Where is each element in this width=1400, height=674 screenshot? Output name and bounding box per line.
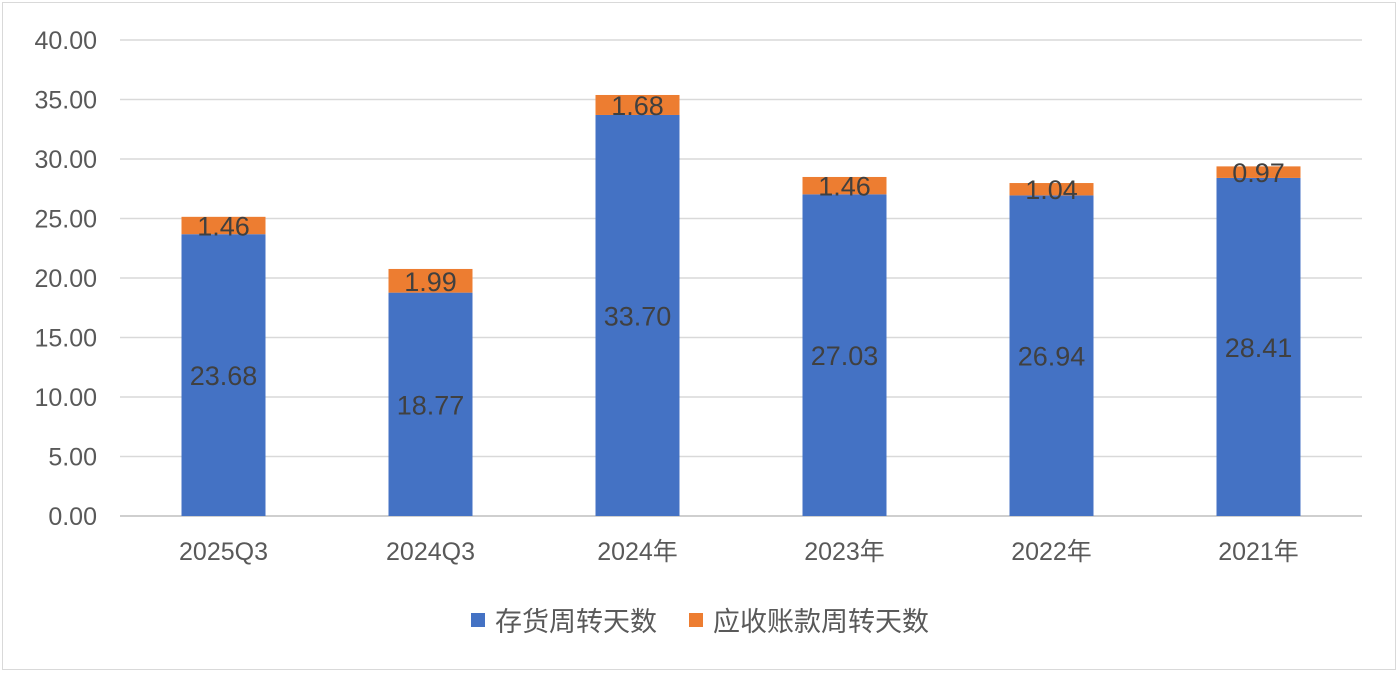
y-tick-label: 25.00: [34, 206, 97, 234]
bar-inventory-days: [388, 292, 473, 516]
x-tick-label: 2025Q3: [179, 538, 268, 566]
x-axis-ticks: 2025Q3 2024Q3 2024年 2023年 2022年 2021年: [179, 538, 1299, 566]
y-tick-label: 0.00: [48, 503, 97, 531]
y-tick-label: 35.00: [34, 87, 97, 115]
bar-receivable-days: [595, 94, 680, 115]
legend-swatch-inventory: [471, 612, 485, 627]
data-label-receivables: 1.99: [404, 267, 457, 297]
stacked-bar-chart: 0.00 5.00 10.00 15.00 20.00 25.00 30.00 35.00 40…: [34, 27, 1362, 566]
bar-inventory-days: [1216, 177, 1301, 516]
legend-item-inventory: 存货周转天数: [471, 600, 657, 639]
bar-receivable-days: [181, 216, 266, 235]
x-tick-label: 2024Q3: [386, 538, 475, 566]
legend-swatch-receivables: [689, 612, 703, 627]
bar-inventory-days: [1009, 195, 1094, 516]
x-tick-label: 2021年: [1218, 538, 1299, 566]
legend-label-receivables: 应收账款周转天数: [713, 607, 929, 638]
y-tick-label: 10.00: [34, 384, 97, 412]
data-label-receivables: 1.68: [611, 91, 664, 121]
data-label-inventory: 28.41: [1225, 333, 1293, 363]
x-tick-label: 2023年: [804, 538, 885, 566]
data-label-inventory: 23.68: [190, 361, 258, 391]
x-tick-label: 2024年: [597, 538, 678, 566]
gridlines: [120, 39, 1362, 517]
bar-inventory-days: [595, 114, 680, 516]
bars: [181, 94, 1301, 516]
data-label-receivables: 1.46: [197, 212, 250, 242]
y-axis-ticks: 0.00 5.00 10.00 15.00 20.00 25.00 30.00 35.00 40…: [34, 27, 97, 531]
bar-receivable-days: [1216, 166, 1301, 178]
data-label-inventory: 33.70: [604, 301, 672, 331]
legend-item-receivables: 应收账款周转天数: [689, 600, 929, 639]
y-tick-label: 15.00: [34, 325, 97, 353]
bar-inventory-days: [181, 234, 266, 516]
bar-receivable-days: [388, 268, 473, 293]
legend: 存货周转天数 应收账款周转天数: [0, 600, 1400, 639]
data-label-receivables: 1.46: [818, 172, 871, 202]
bar-receivable-days: [1009, 183, 1094, 196]
y-tick-label: 20.00: [34, 265, 97, 293]
data-label-inventory: 26.94: [1018, 342, 1086, 372]
data-label-inventory: 18.77: [397, 390, 465, 420]
data-label-receivables: 0.97: [1232, 158, 1285, 188]
data-label-receivables: 1.04: [1025, 175, 1078, 205]
data-labels: 23.68 1.46 18.77 1.99 33.70 1.68 27.03 1.46 26.9…: [190, 91, 1293, 420]
data-label-inventory: 27.03: [811, 341, 879, 371]
bar-inventory-days: [802, 194, 887, 516]
y-tick-label: 30.00: [34, 146, 97, 174]
x-tick-label: 2022年: [1011, 538, 1092, 566]
y-tick-label: 5.00: [48, 444, 97, 472]
legend-label-inventory: 存货周转天数: [495, 607, 657, 638]
bar-receivable-days: [802, 176, 887, 195]
y-tick-label: 40.00: [34, 27, 97, 55]
